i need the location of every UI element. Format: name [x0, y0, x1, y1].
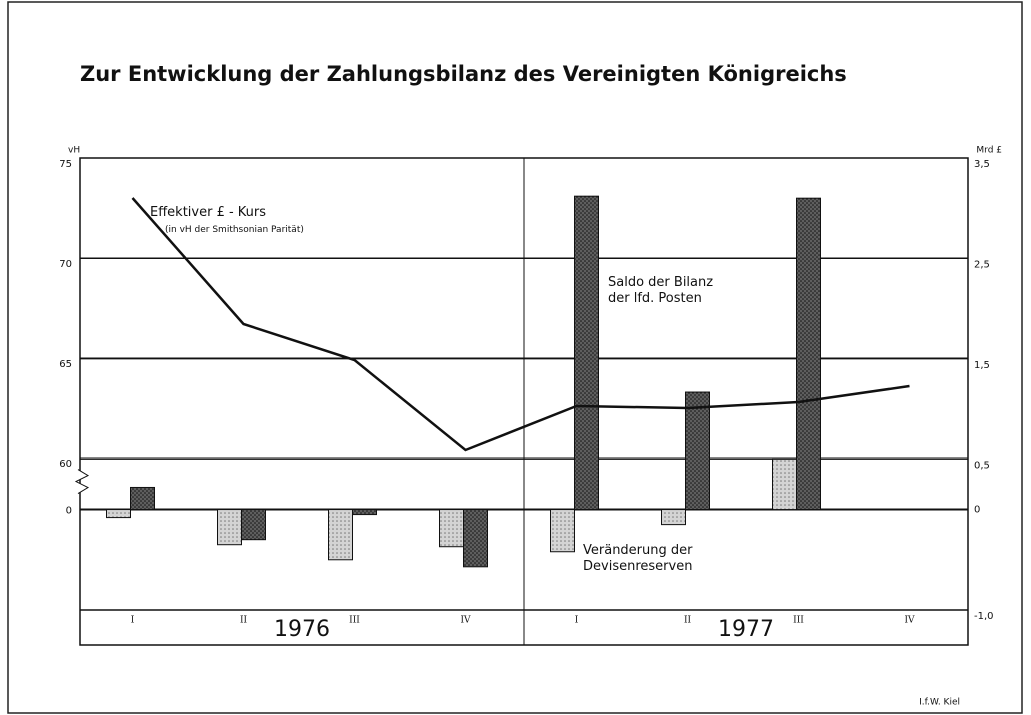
- x-tick-label: I: [131, 616, 135, 626]
- x-tick-label: IV: [460, 616, 471, 626]
- bar: [241, 509, 266, 541]
- x-group-label: 1977: [718, 617, 774, 642]
- x-tick-label: II: [684, 616, 692, 626]
- series-label: Saldo der Bilanz der lfd. Posten: [608, 275, 714, 306]
- y2-tick-label: -1,0: [974, 611, 994, 622]
- y-tick-label: 60: [59, 459, 72, 470]
- y2-tick-label: 3,5: [974, 159, 990, 170]
- y-tick-label: 65: [59, 359, 72, 370]
- bar: [352, 509, 377, 516]
- series-label: Veränderung der Devisenreserven: [583, 543, 693, 574]
- x-tick-label: II: [240, 616, 248, 626]
- line-label: Effektiver £ - Kurs: [150, 205, 267, 220]
- bar: [463, 509, 488, 568]
- x-tick-label: I: [575, 616, 579, 626]
- y2-tick-label: 2,5: [974, 259, 990, 270]
- axis-break: [74, 469, 90, 494]
- chart-title: Zur Entwicklung der Zahlungsbilanz des V…: [80, 62, 847, 86]
- bar: [550, 509, 575, 553]
- bar: [328, 509, 353, 561]
- y2-unit: Mrd £: [976, 146, 1002, 156]
- y-unit: vH: [68, 146, 80, 156]
- bar: [796, 197, 821, 511]
- bar: [106, 509, 131, 519]
- bar: [130, 486, 155, 511]
- y2-tick-label: 0: [974, 505, 980, 516]
- bar: [772, 458, 797, 511]
- outer-frame: [7, 1, 1023, 714]
- bar: [574, 195, 599, 511]
- y-break-label: 0: [66, 506, 72, 517]
- bar: [439, 509, 464, 548]
- bar: [661, 509, 686, 526]
- bar: [217, 509, 242, 546]
- y2-tick-label: 1,5: [974, 360, 990, 371]
- x-tick-label: IV: [904, 616, 915, 626]
- y-tick-label: 70: [59, 259, 72, 270]
- x-tick-label: III: [349, 616, 360, 626]
- source: I.f.W. Kiel: [919, 698, 960, 708]
- line: [131, 197, 910, 452]
- x-tick-label: III: [793, 616, 804, 626]
- line-note: (in vH der Smithsonian Parität): [165, 225, 304, 235]
- y-tick-label: 75: [59, 159, 72, 170]
- y2-tick-label: 0,5: [974, 460, 990, 471]
- bar: [685, 391, 710, 511]
- x-group-label: 1976: [274, 617, 330, 642]
